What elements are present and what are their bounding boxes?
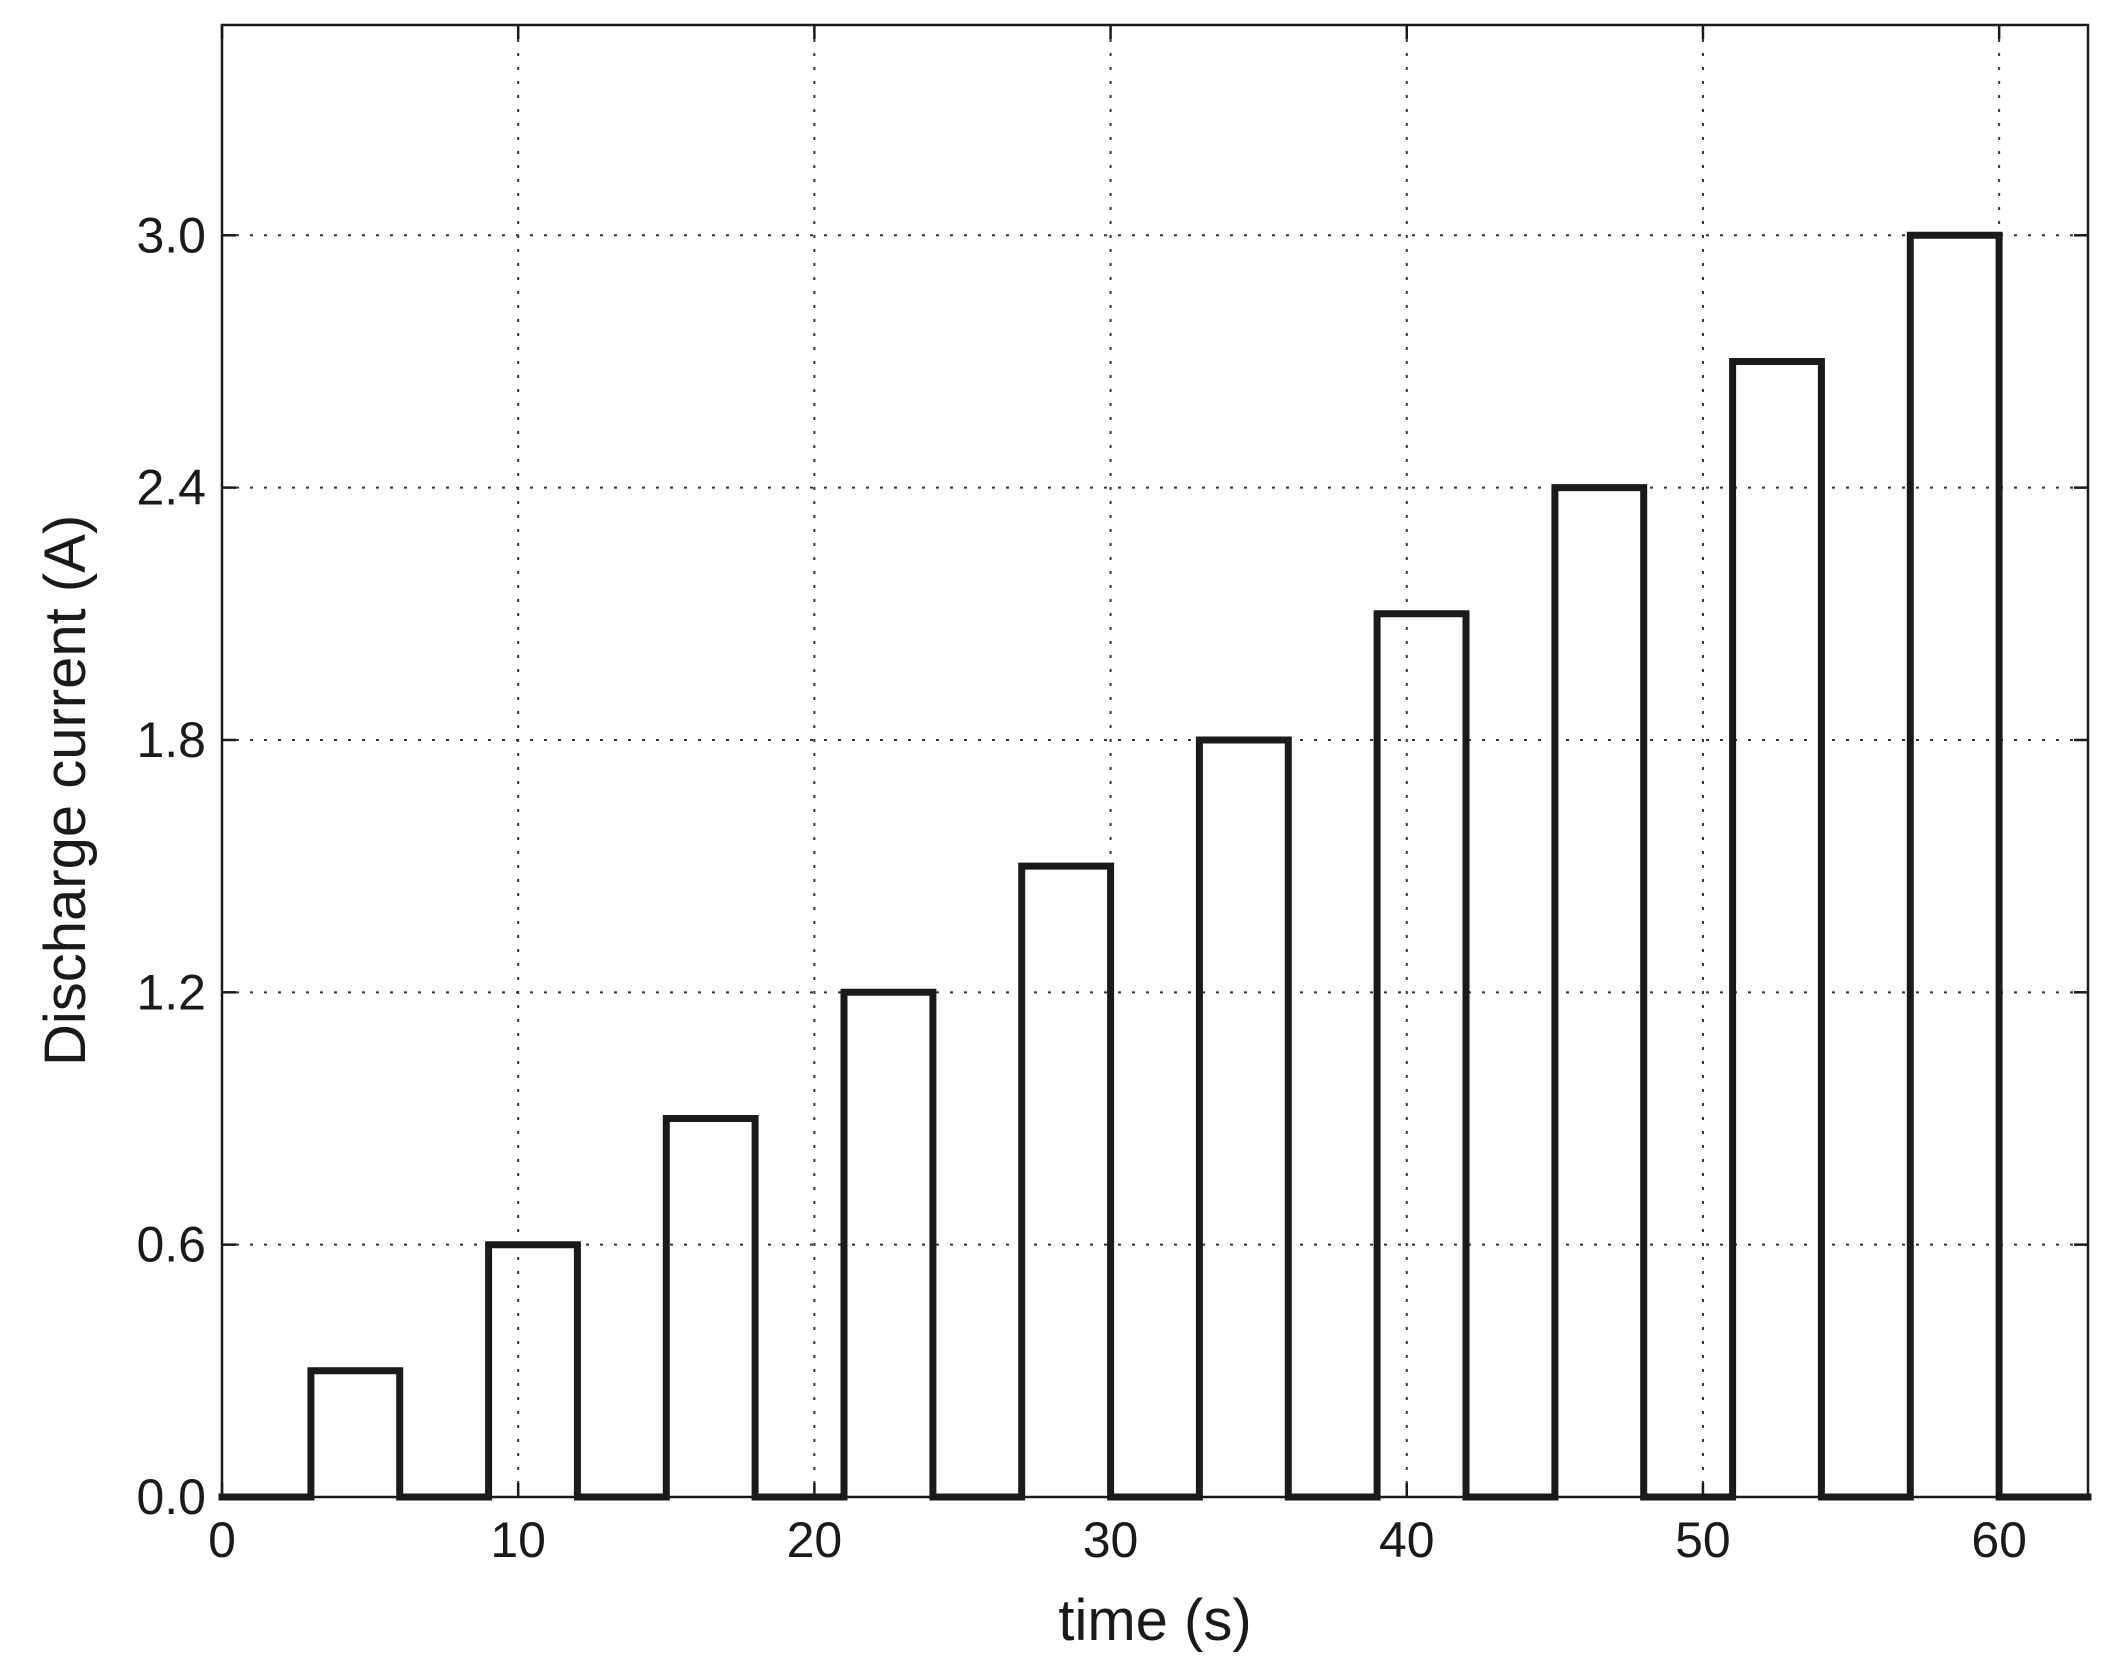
x-tick-label: 0	[208, 1512, 236, 1568]
plot-frame	[220, 23, 2090, 1499]
x-tick-label: 40	[1379, 1512, 1435, 1568]
x-tick-label: 30	[1083, 1512, 1139, 1568]
y-tick-label: 1.2	[136, 964, 206, 1020]
series-layer	[218, 231, 2092, 1501]
x-axis-label: time (s)	[1058, 1588, 1251, 1653]
x-tick-label: 20	[787, 1512, 843, 1568]
plot-border	[220, 23, 2090, 1499]
y-tick-label: 0.0	[136, 1469, 206, 1525]
x-tick-label: 60	[1971, 1512, 2027, 1568]
y-tick-label: 1.8	[136, 712, 206, 768]
y-axis-label: Discharge current (A)	[33, 515, 98, 1066]
y-tick-label: 2.4	[136, 460, 206, 516]
x-tick-label: 50	[1675, 1512, 1731, 1568]
y-tick-label: 0.6	[136, 1217, 206, 1273]
y-tick-label: 3.0	[136, 207, 206, 263]
ticks	[220, 25, 2088, 1499]
x-tick-label: 10	[490, 1512, 546, 1568]
tick-labels: 0 10 20 30 40 50 60 0.0 0.6 1.2 1.8 2.4 3.0	[136, 207, 2026, 1568]
series-line-0	[218, 231, 2092, 1501]
grid	[222, 25, 2088, 1497]
